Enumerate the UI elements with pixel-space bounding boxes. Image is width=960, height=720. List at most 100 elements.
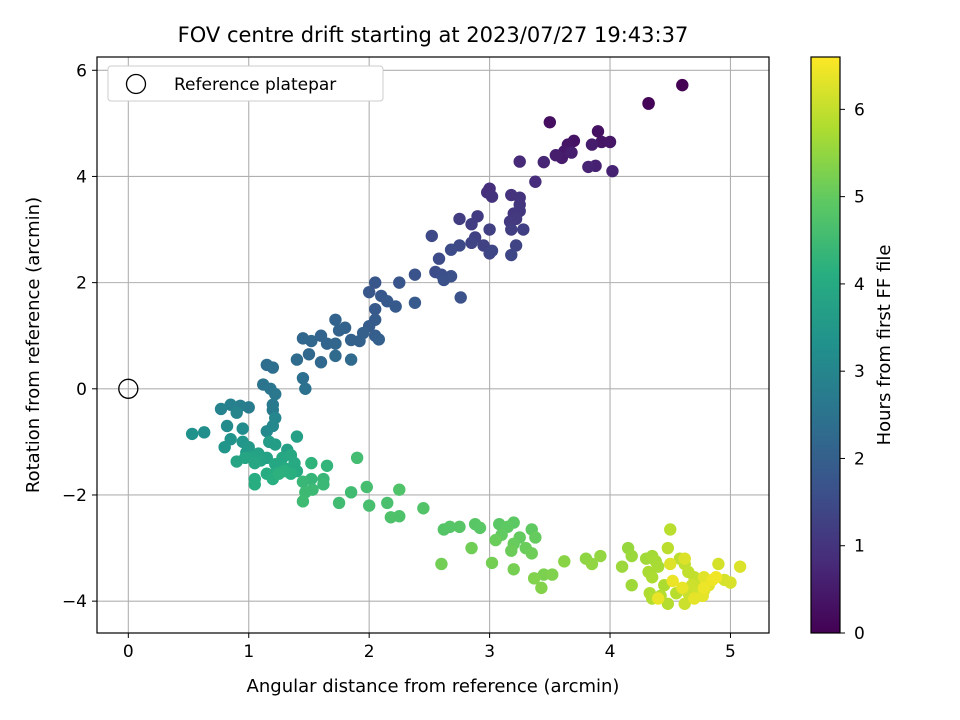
data-point xyxy=(582,160,595,174)
data-point xyxy=(678,597,691,611)
data-point xyxy=(676,581,689,595)
data-point xyxy=(591,125,605,138)
data-point xyxy=(666,574,679,588)
data-point xyxy=(549,149,563,162)
data-point xyxy=(296,332,310,345)
data-point xyxy=(594,549,607,563)
y-tick-label: 0 xyxy=(76,380,87,400)
data-point xyxy=(360,480,373,494)
colorbar-tick-label: 2 xyxy=(854,449,865,469)
y-axis-ticks: −4 −2 0 2 4 6 xyxy=(62,61,97,612)
data-point xyxy=(381,496,394,510)
data-point xyxy=(585,138,599,151)
data-point xyxy=(676,78,689,92)
data-point xyxy=(678,552,691,565)
data-point xyxy=(372,333,386,346)
data-point xyxy=(558,555,571,568)
data-point xyxy=(290,430,304,443)
data-point xyxy=(485,244,499,257)
data-point xyxy=(296,495,310,508)
data-point xyxy=(652,592,665,605)
data-point xyxy=(214,402,228,416)
x-axis-label: Angular distance from reference (arcmin) xyxy=(247,676,620,697)
data-point xyxy=(509,212,523,226)
legend-box xyxy=(107,65,384,102)
data-point xyxy=(505,544,518,557)
data-point xyxy=(525,547,538,560)
chart-title: FOV centre drift starting at 2023/07/27 … xyxy=(178,23,689,47)
data-point xyxy=(329,337,342,350)
data-point xyxy=(269,438,282,451)
data-point xyxy=(645,571,659,584)
data-point xyxy=(238,451,252,465)
y-tick-label: 6 xyxy=(76,61,87,81)
data-point xyxy=(393,483,406,496)
data-point xyxy=(296,475,310,488)
data-points xyxy=(185,78,747,611)
data-point xyxy=(248,456,261,470)
data-point xyxy=(543,116,557,129)
data-point xyxy=(260,425,274,438)
legend-open-circle-icon xyxy=(125,73,147,95)
data-point xyxy=(272,467,286,480)
data-point xyxy=(296,371,310,385)
colorbar-tick-label: 6 xyxy=(854,100,865,120)
data-point xyxy=(537,155,550,169)
legend-label: Reference platepar xyxy=(174,75,336,95)
data-point xyxy=(513,155,526,168)
data-point xyxy=(389,300,402,313)
y-tick-label: 2 xyxy=(76,274,87,294)
data-point xyxy=(489,533,502,547)
data-point xyxy=(473,521,487,535)
plot-frame xyxy=(96,56,770,634)
data-point xyxy=(625,579,638,592)
colorbar: 0 1 2 3 4 5 6 Hours from first FF file xyxy=(810,56,895,644)
data-point xyxy=(317,478,330,491)
data-point xyxy=(603,135,617,149)
data-point xyxy=(724,576,737,589)
data-point xyxy=(661,541,675,555)
x-tick-label: 2 xyxy=(364,642,375,662)
data-point xyxy=(350,451,364,465)
data-point xyxy=(236,422,249,435)
data-point xyxy=(625,549,638,563)
data-point xyxy=(362,499,376,512)
legend: Reference platepar xyxy=(107,65,384,102)
data-point xyxy=(709,571,723,584)
data-point xyxy=(230,406,243,419)
data-point xyxy=(368,276,382,289)
x-tick-label: 1 xyxy=(243,642,254,662)
data-point xyxy=(535,581,548,595)
data-point xyxy=(565,146,578,159)
data-point xyxy=(444,243,458,256)
data-point xyxy=(733,560,747,573)
data-point xyxy=(435,557,448,571)
data-point xyxy=(220,419,234,433)
data-point xyxy=(509,239,523,252)
data-point xyxy=(408,296,422,309)
y-tick-label: 4 xyxy=(76,167,87,187)
data-point xyxy=(302,348,316,361)
reference-marker xyxy=(118,378,139,399)
data-point xyxy=(585,557,599,571)
y-tick-label: −4 xyxy=(62,592,87,612)
data-point xyxy=(329,313,342,326)
data-point xyxy=(465,541,478,555)
colorbar-ticks: 0 1 2 3 4 5 6 xyxy=(840,100,865,644)
y-tick-label: −2 xyxy=(62,486,87,506)
data-point xyxy=(437,273,451,287)
data-point xyxy=(688,592,701,605)
colorbar-tick-label: 4 xyxy=(854,275,865,295)
data-point xyxy=(505,223,518,236)
data-point xyxy=(529,175,542,188)
data-point xyxy=(485,190,499,203)
colorbar-label: Hours from first FF file xyxy=(874,245,895,446)
data-point xyxy=(248,478,261,491)
colorbar-tick-label: 0 xyxy=(854,624,865,644)
data-point xyxy=(454,291,467,304)
data-point xyxy=(606,164,619,178)
data-point xyxy=(443,520,457,534)
data-point xyxy=(185,427,199,441)
